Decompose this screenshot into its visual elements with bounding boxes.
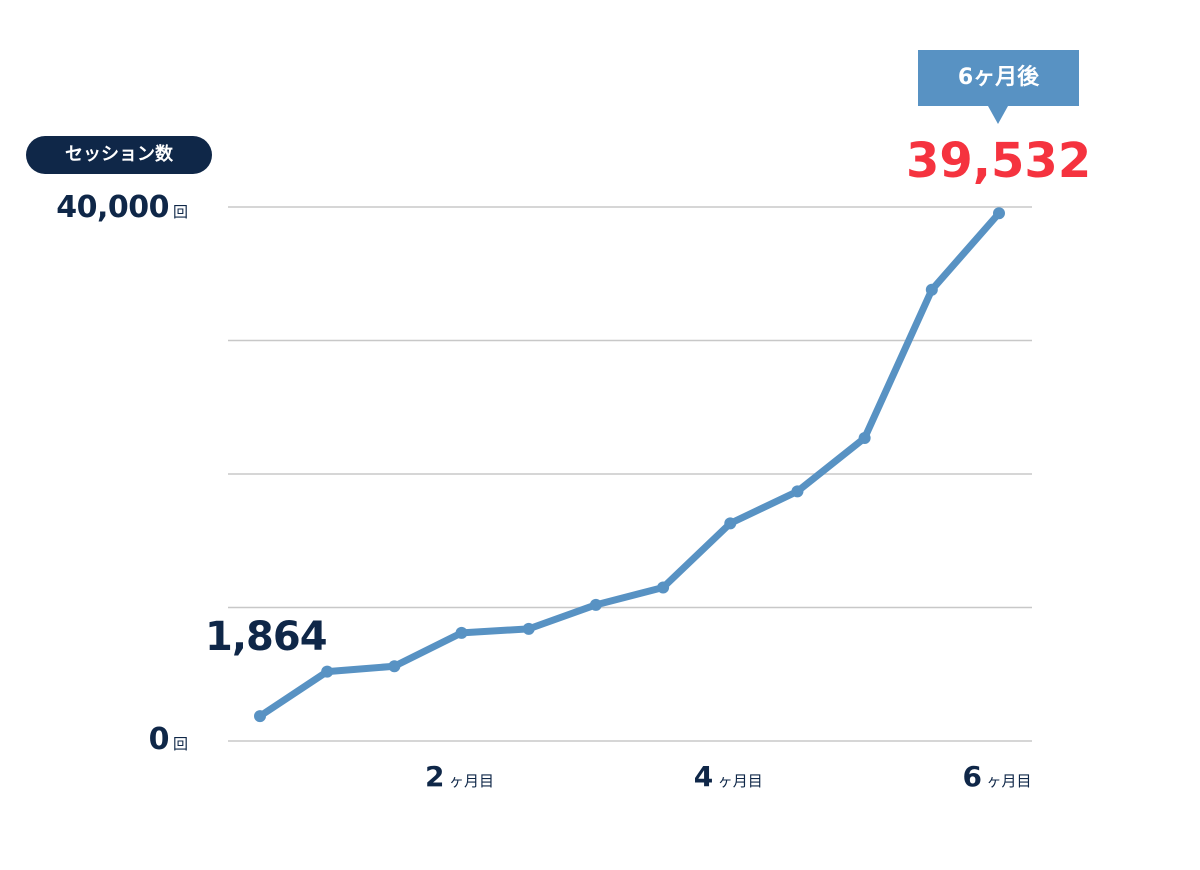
data-point-2 xyxy=(388,660,401,673)
data-point-3 xyxy=(455,626,468,639)
data-point-1 xyxy=(321,665,334,678)
data-points xyxy=(254,207,1005,723)
x-tick-unit: ヶ月目 xyxy=(717,772,763,790)
y-axis-label: セッション数 xyxy=(26,136,212,174)
data-point-10 xyxy=(925,283,938,296)
y-tick-max-unit: 回 xyxy=(172,203,188,221)
y-tick-max-value: 40,000 xyxy=(56,190,169,225)
x-tick-unit: ヶ月目 xyxy=(449,772,495,790)
x-tick-4-months: 4 ヶ月目 xyxy=(694,760,763,793)
start-value-label: 1,864 xyxy=(205,614,328,660)
y-tick-zero-value: 0 xyxy=(148,722,170,757)
data-point-7 xyxy=(724,517,737,530)
data-point-9 xyxy=(858,431,871,444)
data-point-6 xyxy=(657,581,670,594)
data-point-11 xyxy=(993,207,1005,220)
data-point-0 xyxy=(254,710,266,723)
data-point-8 xyxy=(791,485,804,498)
gridlines xyxy=(228,206,1032,742)
y-tick-zero-unit: 回 xyxy=(172,735,188,753)
x-tick-value: 2 xyxy=(425,760,445,793)
sessions-series-line xyxy=(256,209,1003,720)
data-point-5 xyxy=(589,598,602,611)
series-line-layer xyxy=(256,209,1003,720)
x-tick-6-months: 6 ヶ月目 xyxy=(963,760,1032,793)
six-months-later-callout: 6ヶ月後 xyxy=(918,50,1079,106)
end-value-label: 39,532 xyxy=(906,133,1092,189)
x-tick-2-months: 2 ヶ月目 xyxy=(425,760,494,793)
y-tick-max: 40,000 回 xyxy=(56,190,188,225)
x-tick-unit: ヶ月目 xyxy=(986,772,1032,790)
callout-arrow-icon xyxy=(988,106,1008,124)
x-tick-value: 4 xyxy=(693,760,713,793)
x-tick-value: 6 xyxy=(962,760,982,793)
data-point-4 xyxy=(522,622,535,635)
